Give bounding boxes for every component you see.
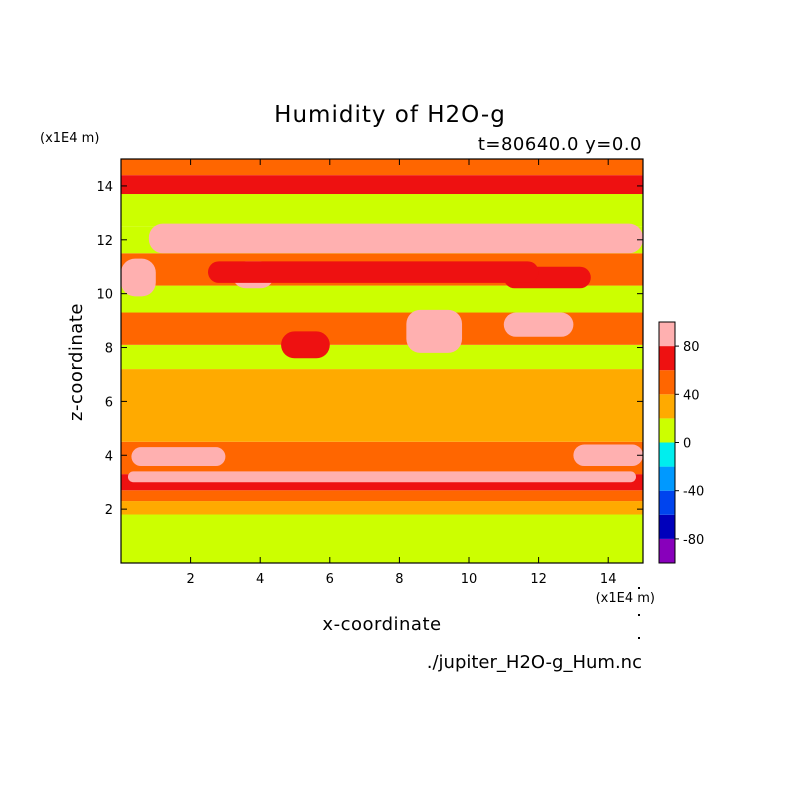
y-tick-label: 8 xyxy=(105,342,113,357)
x-tick-label: 14 xyxy=(600,572,617,587)
y-ticks: 2 4 6 8 10 12 14 xyxy=(96,180,643,518)
x-tick-label: 4 xyxy=(256,572,264,587)
x-tick-label: 8 xyxy=(395,572,403,587)
y-axis-label: z-coordinate xyxy=(66,303,87,421)
contour-band xyxy=(121,159,643,176)
y-tick-label: 4 xyxy=(105,449,113,464)
colorbar-tick-label: 80 xyxy=(683,340,700,355)
colorbar-tick-label: 0 xyxy=(683,437,691,452)
contour-band xyxy=(121,194,643,227)
contour-band xyxy=(121,490,643,502)
plot-frame xyxy=(120,158,644,564)
colorbar-tick-label: -80 xyxy=(683,533,704,548)
y-tick-label: 12 xyxy=(96,234,113,249)
contour-fills xyxy=(121,159,643,563)
x-tick-label: 10 xyxy=(461,572,478,587)
colorbar: 80 40 0 -40 -80 xyxy=(658,321,704,564)
colorbar-tick-label: 40 xyxy=(683,388,700,403)
x-tick-label: 6 xyxy=(326,572,334,587)
filename-label: ./jupiter_H2O-g_Hum.nc xyxy=(427,652,642,673)
small-marks xyxy=(638,587,640,639)
colorbar-swatch xyxy=(659,514,675,539)
contour-band xyxy=(121,501,643,515)
contour-patch xyxy=(573,444,643,467)
colorbar-swatch xyxy=(659,370,675,395)
y-tick-label: 2 xyxy=(105,503,113,518)
colorbar-swatch xyxy=(659,418,675,443)
contour-patch xyxy=(131,447,226,467)
contour-patch xyxy=(406,309,463,353)
contour-band xyxy=(121,369,643,442)
chart-subtitle: t=80640.0 y=0.0 xyxy=(478,134,642,155)
x-ticks: 2 4 6 8 10 12 14 xyxy=(186,159,616,587)
contour-patch xyxy=(208,261,539,283)
colorbar-swatch xyxy=(659,466,675,491)
x-scale-label: (x1E4 m) xyxy=(596,591,655,606)
contour-patch xyxy=(121,258,156,297)
plot-area: 2 4 6 8 10 12 14 2 4 6 8 10 12 14 xyxy=(96,158,644,587)
y-scale-label: (x1E4 m) xyxy=(40,131,99,146)
contour-patch xyxy=(148,223,643,254)
colorbar-swatch xyxy=(659,346,675,371)
contour-band xyxy=(121,285,643,313)
x-tick-label: 2 xyxy=(186,572,194,587)
contour-patch xyxy=(281,331,330,359)
colorbar-swatch xyxy=(659,322,675,347)
chart-title: Humidity of H2O-g xyxy=(274,102,506,128)
contour-patch xyxy=(127,471,637,483)
colorbar-swatch xyxy=(659,394,675,419)
contour-band xyxy=(121,175,643,195)
x-tick-label: 12 xyxy=(530,572,547,587)
colorbar-swatch xyxy=(659,490,675,515)
colorbar-swatch xyxy=(659,538,675,563)
contour-band xyxy=(121,344,643,370)
y-tick-label: 6 xyxy=(105,395,113,410)
contour-patch xyxy=(503,312,574,337)
y-tick-label: 14 xyxy=(96,180,113,195)
x-axis-label: x-coordinate xyxy=(322,614,441,635)
colorbar-swatch xyxy=(659,442,675,467)
contour-band xyxy=(121,514,643,563)
contour-patch xyxy=(190,315,233,340)
y-tick-label: 10 xyxy=(96,288,113,303)
colorbar-tick-label: -40 xyxy=(683,485,704,500)
